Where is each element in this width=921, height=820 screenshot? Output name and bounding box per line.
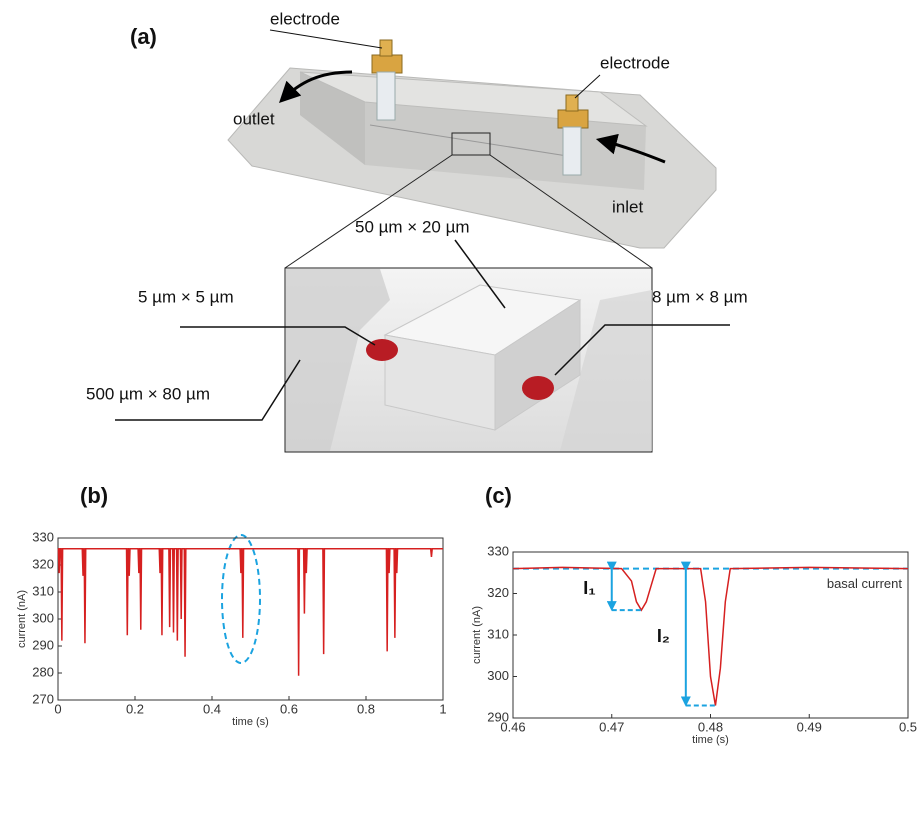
y-tick-label: 270 — [32, 691, 54, 706]
y-tick-label: 290 — [32, 637, 54, 652]
page: {"figure_a": {"panel_label": "(a)", "ele… — [0, 0, 921, 820]
x-axis-label: time (s) — [232, 716, 269, 728]
x-tick-label: 0.6 — [280, 701, 298, 716]
y-tick-label: 310 — [32, 583, 54, 598]
y-tick-label: 320 — [487, 585, 509, 600]
x-tick-label: 0 — [54, 701, 61, 716]
y-tick-label: 300 — [487, 668, 509, 683]
dimension-label: 5 µm × 5 µm — [138, 287, 234, 306]
x-tick-label: 0.2 — [126, 701, 144, 716]
dimension-label: 500 µm × 80 µm — [86, 384, 210, 403]
plot-frame — [58, 538, 443, 700]
current-label: I₁ — [583, 578, 595, 598]
x-axis-label: time (s) — [692, 734, 729, 746]
data-line — [58, 549, 443, 676]
x-tick-label: 1 — [439, 701, 446, 716]
y-axis-label: current (nA) — [471, 606, 483, 664]
panel-label: (b) — [80, 483, 108, 508]
x-tick-label: 0.48 — [698, 719, 723, 734]
figure: (a) electrode electrode outlet inlet 50 … — [0, 0, 921, 820]
panel-label: (a) — [130, 24, 157, 49]
electrode-label: electrode — [270, 9, 340, 28]
panel-label: (c) — [485, 483, 512, 508]
x-tick-label: 0.49 — [797, 719, 822, 734]
electrode-label: electrode — [600, 53, 670, 72]
y-tick-label: 290 — [487, 709, 509, 724]
y-axis-label: current (nA) — [16, 590, 28, 648]
dimension-label: 50 µm × 20 µm — [355, 217, 470, 236]
x-tick-label: 0.47 — [599, 719, 624, 734]
y-tick-label: 330 — [32, 529, 54, 544]
x-tick-label: 0.5 — [899, 719, 917, 734]
y-tick-label: 330 — [487, 543, 509, 558]
y-tick-label: 310 — [487, 626, 509, 641]
dimension-label: 8 µm × 8 µm — [652, 287, 748, 306]
x-tick-label: 0.8 — [357, 701, 375, 716]
outlet-label: outlet — [233, 109, 275, 128]
y-tick-label: 300 — [32, 610, 54, 625]
y-tick-label: 280 — [32, 664, 54, 679]
current-label: I₂ — [657, 626, 670, 646]
basal-label: basal current — [827, 576, 903, 591]
inlet-label: inlet — [612, 197, 643, 216]
x-tick-label: 0.4 — [203, 701, 221, 716]
y-tick-label: 320 — [32, 556, 54, 571]
